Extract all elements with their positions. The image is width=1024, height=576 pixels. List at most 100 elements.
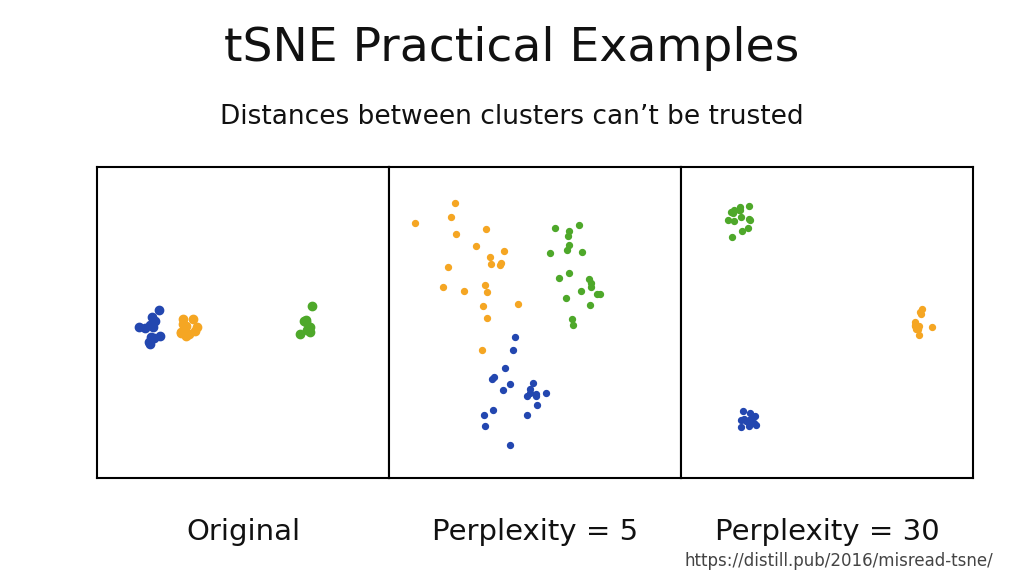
- Point: [467, 241, 483, 250]
- Point: [565, 320, 582, 329]
- Point: [522, 388, 539, 397]
- Point: [297, 317, 313, 327]
- Text: Original: Original: [186, 518, 300, 547]
- Point: [528, 389, 545, 399]
- Point: [481, 252, 498, 262]
- Point: [726, 206, 742, 215]
- Point: [407, 218, 423, 228]
- Point: [136, 323, 153, 332]
- Point: [304, 302, 321, 311]
- Point: [495, 386, 511, 395]
- Point: [561, 268, 578, 278]
- Point: [558, 293, 574, 302]
- Point: [733, 212, 750, 221]
- Point: [177, 321, 194, 330]
- Point: [592, 290, 608, 299]
- Text: Distances between clusters can’t be trusted: Distances between clusters can’t be trus…: [220, 104, 804, 130]
- Point: [570, 220, 587, 229]
- Text: Perplexity = 5: Perplexity = 5: [432, 518, 638, 547]
- Point: [494, 259, 510, 268]
- Point: [479, 313, 496, 323]
- Point: [720, 215, 736, 225]
- Point: [151, 306, 167, 315]
- Point: [909, 325, 926, 334]
- Point: [130, 323, 146, 332]
- Point: [442, 212, 459, 221]
- Point: [725, 209, 741, 218]
- Point: [911, 321, 928, 330]
- Point: [732, 202, 749, 211]
- Point: [296, 316, 312, 325]
- Point: [749, 420, 765, 429]
- Point: [733, 423, 750, 432]
- Point: [181, 330, 198, 339]
- Point: [476, 410, 493, 419]
- Point: [141, 321, 158, 330]
- Point: [741, 408, 758, 417]
- Point: [907, 320, 924, 329]
- Point: [583, 282, 599, 291]
- Point: [447, 230, 464, 239]
- Point: [735, 406, 752, 415]
- Point: [144, 322, 161, 331]
- Point: [175, 319, 191, 328]
- Point: [724, 232, 740, 241]
- Point: [745, 418, 762, 427]
- Text: https://distill.pub/2016/misread-tsne/: https://distill.pub/2016/misread-tsne/: [684, 552, 993, 570]
- Point: [910, 330, 927, 339]
- Point: [177, 331, 194, 340]
- Point: [478, 225, 495, 234]
- Point: [140, 338, 157, 347]
- Point: [502, 441, 518, 450]
- Point: [484, 406, 501, 415]
- Point: [912, 310, 929, 319]
- Point: [492, 260, 508, 270]
- Point: [560, 240, 577, 249]
- Point: [299, 325, 315, 335]
- Point: [479, 287, 496, 297]
- Point: [146, 333, 163, 342]
- Point: [476, 421, 493, 430]
- Point: [583, 278, 599, 287]
- Point: [474, 345, 490, 354]
- Point: [741, 215, 758, 224]
- Point: [907, 322, 924, 331]
- Point: [507, 332, 523, 341]
- Point: [521, 384, 538, 393]
- Point: [518, 392, 535, 401]
- Point: [914, 305, 931, 314]
- Point: [740, 224, 757, 233]
- Point: [730, 206, 746, 215]
- Point: [723, 207, 739, 216]
- Point: [152, 332, 168, 341]
- Point: [142, 332, 159, 342]
- Point: [907, 324, 924, 334]
- Point: [141, 339, 158, 348]
- Point: [292, 329, 308, 339]
- Point: [559, 246, 575, 255]
- Point: [924, 323, 940, 332]
- Point: [741, 214, 758, 223]
- Point: [188, 323, 205, 332]
- Point: [582, 300, 598, 309]
- Point: [742, 415, 759, 424]
- Point: [528, 400, 545, 410]
- Point: [589, 289, 605, 298]
- Point: [173, 327, 189, 336]
- Point: [477, 281, 494, 290]
- Point: [505, 346, 521, 355]
- Point: [740, 415, 757, 425]
- Point: [551, 274, 567, 283]
- Point: [561, 226, 578, 236]
- Point: [435, 282, 452, 291]
- Point: [528, 392, 545, 401]
- Point: [581, 275, 597, 284]
- Point: [737, 417, 754, 426]
- Point: [497, 363, 513, 373]
- Point: [734, 226, 751, 236]
- Point: [185, 314, 202, 323]
- Point: [907, 317, 924, 327]
- Text: tSNE Practical Examples: tSNE Practical Examples: [224, 26, 800, 71]
- Point: [519, 410, 536, 419]
- Point: [741, 201, 758, 210]
